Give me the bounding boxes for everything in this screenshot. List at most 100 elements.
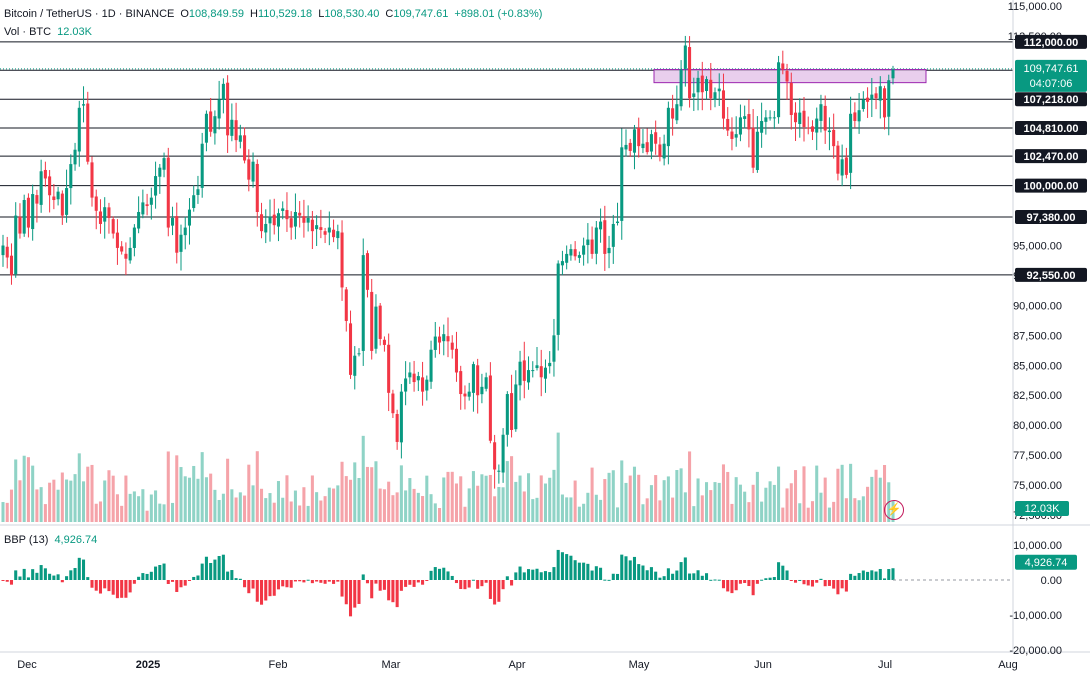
volume-bar (255, 451, 259, 522)
candle-body (315, 225, 319, 230)
volume-bar (22, 455, 26, 522)
candle-body (870, 94, 874, 100)
bbp-bar (887, 569, 891, 580)
lightning-icon[interactable]: ⚡ (884, 500, 904, 520)
bbp-bar (404, 580, 408, 587)
candle-body (353, 355, 357, 376)
candle-body (717, 88, 721, 92)
candle-body (378, 305, 382, 339)
candle-body (289, 218, 293, 228)
bbp-bar (243, 580, 247, 588)
bbp-bar (120, 580, 124, 598)
bbp-bar (238, 578, 242, 580)
bbp-bar (336, 580, 340, 582)
volume-bar (94, 503, 98, 522)
volume-bar (446, 471, 450, 522)
candle-body (306, 217, 310, 223)
candle-body (675, 104, 679, 121)
bbp-bar (861, 570, 865, 580)
volume-bar (387, 481, 391, 522)
candle-body (175, 216, 179, 253)
candle-body (107, 207, 111, 218)
bbp-tick-label: 10,000.00 (1013, 540, 1062, 552)
candle-body (272, 214, 276, 226)
bbp-bar (437, 568, 442, 580)
volume-bar (497, 486, 501, 522)
candle-body (632, 129, 637, 153)
bbp-bar (832, 580, 836, 589)
candle-body (344, 289, 348, 321)
candle-body (183, 227, 187, 236)
bbp-bar (9, 580, 14, 585)
bbp-bar (692, 573, 696, 580)
volume-bar (259, 488, 264, 522)
volume-bar (615, 507, 620, 522)
bbp-bar (56, 574, 60, 580)
volume-bar (416, 492, 420, 522)
candle-body (141, 202, 145, 215)
volume-bar (717, 482, 721, 522)
bbp-bar (454, 580, 459, 584)
symbol-header: Bitcoin / TetherUS · 1D · BINANCE O108,84… (4, 8, 548, 20)
candle-body (128, 247, 132, 261)
volume-bar (357, 478, 361, 522)
bbp-bar (654, 571, 658, 580)
candle-body (586, 239, 590, 246)
bbp-bar (213, 559, 217, 580)
bbp-bar (166, 580, 170, 584)
volume-bar (586, 492, 590, 522)
time-tick-label: Mar (382, 659, 401, 671)
bbp-bar (128, 580, 132, 593)
candle-body (336, 231, 340, 239)
volume-bar (840, 464, 844, 522)
candle-body (688, 47, 692, 99)
level-label-bg (1015, 92, 1087, 107)
price-tick-label: 90,000.00 (1013, 300, 1062, 312)
candle-body (5, 246, 9, 258)
volume-bar (857, 500, 861, 522)
candle-body (81, 104, 86, 106)
level-label: 112,000.00 (1024, 37, 1078, 49)
candle-body (488, 375, 492, 441)
candle-body (374, 306, 378, 349)
volume-bar (480, 474, 484, 522)
candle-body (412, 373, 416, 383)
bbp-bar (353, 580, 357, 608)
volume-bar (683, 492, 687, 522)
candle-body (429, 349, 433, 382)
volume-bar (230, 489, 234, 522)
candle-body (73, 149, 77, 165)
level-label: 104,810.00 (1023, 123, 1078, 135)
bbp-bar (726, 580, 730, 592)
bbp-bar (387, 580, 391, 601)
volume-bar (9, 489, 14, 522)
candle-body (624, 144, 628, 150)
bbp-bar (319, 580, 323, 583)
bbp-bar (77, 557, 81, 580)
level-label: 107,218.00 (1023, 94, 1078, 106)
bbp-bar (52, 575, 56, 580)
candle-body (298, 212, 302, 216)
bbp-bar (259, 580, 264, 605)
bbp-bar (548, 572, 552, 580)
volume-bar (704, 482, 709, 522)
volume-bar (806, 507, 810, 522)
volume-bar (577, 506, 581, 522)
bbp-bar (645, 570, 649, 580)
candle-body (18, 216, 22, 234)
candle-body (31, 194, 35, 230)
volume-bar (429, 494, 433, 522)
volume-bar (815, 465, 819, 522)
volume-bar (120, 505, 124, 522)
candle-body (103, 207, 107, 222)
volume-bar (323, 496, 327, 522)
volume-bar (569, 497, 573, 522)
bbp-bar (154, 566, 158, 580)
candle-body (573, 249, 577, 257)
time-tick-label: Feb (269, 659, 288, 671)
indicator-value: 4,926.74 (54, 534, 98, 546)
volume-bar (522, 491, 526, 522)
time-tick-label: Aug (998, 659, 1018, 671)
bbp-bar (5, 580, 9, 582)
